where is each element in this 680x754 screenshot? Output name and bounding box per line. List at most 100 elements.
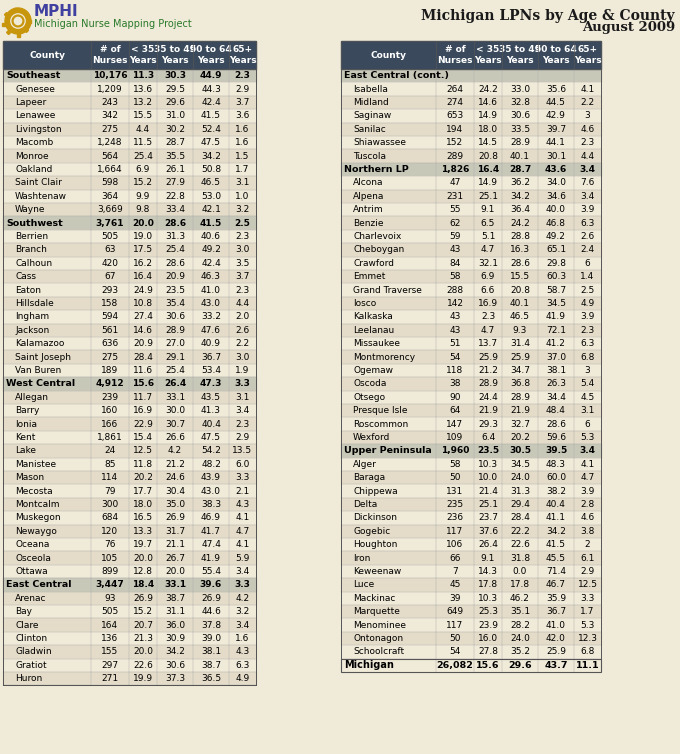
Text: 300: 300 [101,500,118,509]
Text: 41.0: 41.0 [201,286,221,295]
Text: 275: 275 [101,125,118,133]
Text: 6.1: 6.1 [580,553,595,562]
Text: 20.0: 20.0 [133,648,153,657]
Text: 44.6: 44.6 [201,607,221,616]
Text: Montcalm: Montcalm [15,500,60,509]
Text: 29.3: 29.3 [478,419,498,428]
Text: 3.4: 3.4 [580,192,594,201]
Text: 54: 54 [449,353,460,362]
Text: 3.7: 3.7 [235,98,250,107]
Text: 38.3: 38.3 [201,500,221,509]
Text: 41.2: 41.2 [546,339,566,348]
Text: 28.6: 28.6 [510,259,530,268]
Text: 50: 50 [449,634,461,643]
Text: 72.1: 72.1 [546,326,566,335]
Text: < 35
Years: < 35 Years [474,45,502,65]
Text: 9.8: 9.8 [136,205,150,214]
Text: Lake: Lake [15,446,36,455]
Text: 39.5: 39.5 [545,446,567,455]
Bar [341,458,601,471]
Text: Baraga: Baraga [353,474,385,483]
Text: Montmorency: Montmorency [353,353,415,362]
Text: Genesee: Genesee [15,84,55,93]
Text: 43.0: 43.0 [201,486,221,495]
Text: 3.1: 3.1 [235,393,250,402]
Text: 5.1: 5.1 [481,232,495,241]
Text: 1.7: 1.7 [235,165,250,174]
Text: 26.9: 26.9 [201,594,221,602]
Text: 4,912: 4,912 [96,379,124,388]
Text: 45.5: 45.5 [546,553,566,562]
Text: 33.1: 33.1 [164,581,186,590]
Text: 364: 364 [101,192,118,201]
Bar [3,244,256,256]
Text: 34.4: 34.4 [546,393,566,402]
Text: 10.3: 10.3 [478,460,498,469]
Text: 166: 166 [101,419,118,428]
Text: 3.4: 3.4 [579,446,596,455]
Text: 53.0: 53.0 [201,192,221,201]
Text: Saginaw: Saginaw [353,112,391,121]
Text: 30.7: 30.7 [165,419,185,428]
Text: Ingham: Ingham [15,312,49,321]
Text: Charlevoix: Charlevoix [353,232,401,241]
Text: 9.9: 9.9 [136,192,150,201]
Text: 40.4: 40.4 [546,500,566,509]
Bar [3,41,256,69]
Text: 288: 288 [447,286,464,295]
Text: Keweenaw: Keweenaw [353,567,401,576]
Text: 20.8: 20.8 [510,286,530,295]
Bar [341,551,601,565]
Text: 3.4: 3.4 [235,567,250,576]
Text: 26.4: 26.4 [164,379,186,388]
Text: 4.6: 4.6 [580,513,594,523]
Text: 2.3: 2.3 [235,286,250,295]
Text: Northern LP: Northern LP [344,165,409,174]
Text: County: County [29,51,65,60]
Text: 106: 106 [446,540,464,549]
Text: 59.6: 59.6 [546,433,566,442]
Text: 243: 243 [101,98,118,107]
Text: 13.6: 13.6 [133,84,153,93]
Text: Branch: Branch [15,245,47,254]
Text: 66: 66 [449,553,461,562]
Text: Gogebic: Gogebic [353,527,390,536]
Text: 47.4: 47.4 [201,540,221,549]
Bar [341,471,601,484]
Circle shape [12,15,24,27]
Text: Mackinac: Mackinac [353,594,395,602]
Text: 271: 271 [101,674,118,683]
Bar [341,109,601,123]
Text: Mecosta: Mecosta [15,486,52,495]
Bar [341,431,601,444]
Text: 1,826: 1,826 [441,165,469,174]
Bar [341,69,601,82]
Text: 44.9: 44.9 [200,71,222,80]
Text: 3.8: 3.8 [580,527,595,536]
Text: 236: 236 [447,513,464,523]
Text: 31.4: 31.4 [510,339,530,348]
Text: Delta: Delta [353,500,377,509]
Text: 899: 899 [101,567,118,576]
Text: 29.8: 29.8 [546,259,566,268]
Text: 2.9: 2.9 [580,567,594,576]
Text: 30.6: 30.6 [165,312,185,321]
Text: 22.8: 22.8 [165,192,185,201]
Text: 231: 231 [447,192,464,201]
Text: 22.6: 22.6 [133,661,153,670]
Text: Dickinson: Dickinson [353,513,397,523]
Text: 9.1: 9.1 [481,205,495,214]
Text: 22.9: 22.9 [133,419,153,428]
Text: 7.6: 7.6 [580,179,595,188]
Text: 3.0: 3.0 [235,245,250,254]
Text: 37.6: 37.6 [478,527,498,536]
Bar [3,284,256,297]
Text: 58.7: 58.7 [546,286,566,295]
Text: 49.2: 49.2 [546,232,566,241]
Text: 6.3: 6.3 [580,219,595,228]
Text: 19.0: 19.0 [133,232,153,241]
Bar [3,109,256,123]
Text: 35.9: 35.9 [546,594,566,602]
Text: 41.0: 41.0 [546,621,566,630]
Text: Luce: Luce [353,581,374,590]
